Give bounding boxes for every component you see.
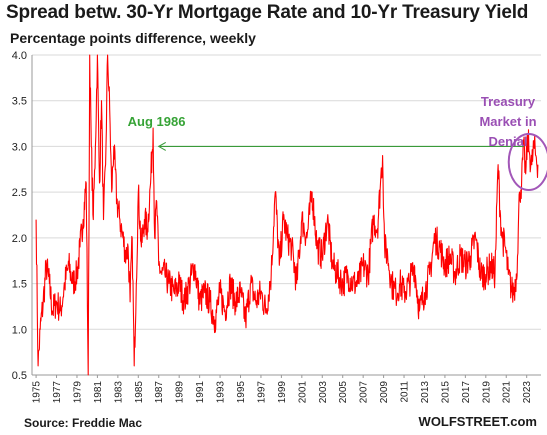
x-tick-label: 2001 — [297, 381, 308, 404]
x-tick-label: 2023 — [522, 381, 533, 404]
x-tick-label: 2009 — [379, 381, 390, 404]
x-tick-label: 2007 — [359, 381, 370, 404]
x-tick-label: 1991 — [195, 381, 206, 404]
x-tick-label: 1979 — [72, 381, 83, 404]
y-tick-label: 1.0 — [12, 324, 27, 336]
x-tick-label: 1995 — [236, 381, 247, 404]
y-tick-label: 1.5 — [12, 279, 27, 291]
x-tick-label: 2021 — [502, 381, 513, 404]
series-line — [35, 54, 539, 376]
x-tick-label: 1987 — [154, 381, 165, 404]
x-tick-label: 1985 — [134, 381, 145, 404]
y-tick-label: 2.0 — [12, 233, 27, 245]
annotation-aug-1986: Aug 1986 — [128, 114, 186, 129]
x-tick-label: 2013 — [420, 381, 431, 404]
x-tick-label: 1975 — [32, 381, 43, 404]
y-tick-label: 0.5 — [12, 370, 27, 382]
x-tick-label: 1999 — [277, 381, 288, 404]
chart-title: Spread betw. 30-Yr Mortgage Rate and 10-… — [6, 2, 529, 23]
x-tick-label: 1997 — [256, 381, 267, 404]
x-tick-label: 2019 — [481, 381, 492, 404]
brand-label: WOLFSTREET.com — [418, 414, 537, 429]
x-tick-label: 1983 — [113, 381, 124, 404]
denial-circle — [507, 132, 547, 191]
source-label: Source: Freddie Mac — [24, 416, 143, 430]
x-tick-label: 1993 — [216, 381, 227, 404]
annotation-denial-line: Denial — [488, 134, 527, 149]
x-tick-label: 2017 — [461, 381, 472, 404]
x-tick-label: 1977 — [52, 381, 63, 404]
x-tick-label: 2015 — [440, 381, 451, 404]
x-tick-label: 1981 — [93, 381, 104, 404]
arrow-head — [157, 141, 167, 151]
y-tick-label: 4.0 — [12, 50, 27, 62]
chart-subtitle: Percentage points difference, weekly — [10, 30, 256, 46]
x-tick-label: 2003 — [318, 381, 329, 404]
y-tick-label: 3.5 — [12, 96, 27, 108]
x-tick-label: 1989 — [175, 381, 186, 404]
annotation-denial-line: Treasury — [481, 94, 536, 109]
annotation-denial-line: Market in — [479, 114, 536, 129]
x-tick-label: 2011 — [400, 381, 411, 403]
y-tick-label: 2.5 — [12, 187, 27, 199]
x-tick-label: 2005 — [338, 381, 349, 404]
y-tick-label: 3.0 — [12, 141, 27, 153]
